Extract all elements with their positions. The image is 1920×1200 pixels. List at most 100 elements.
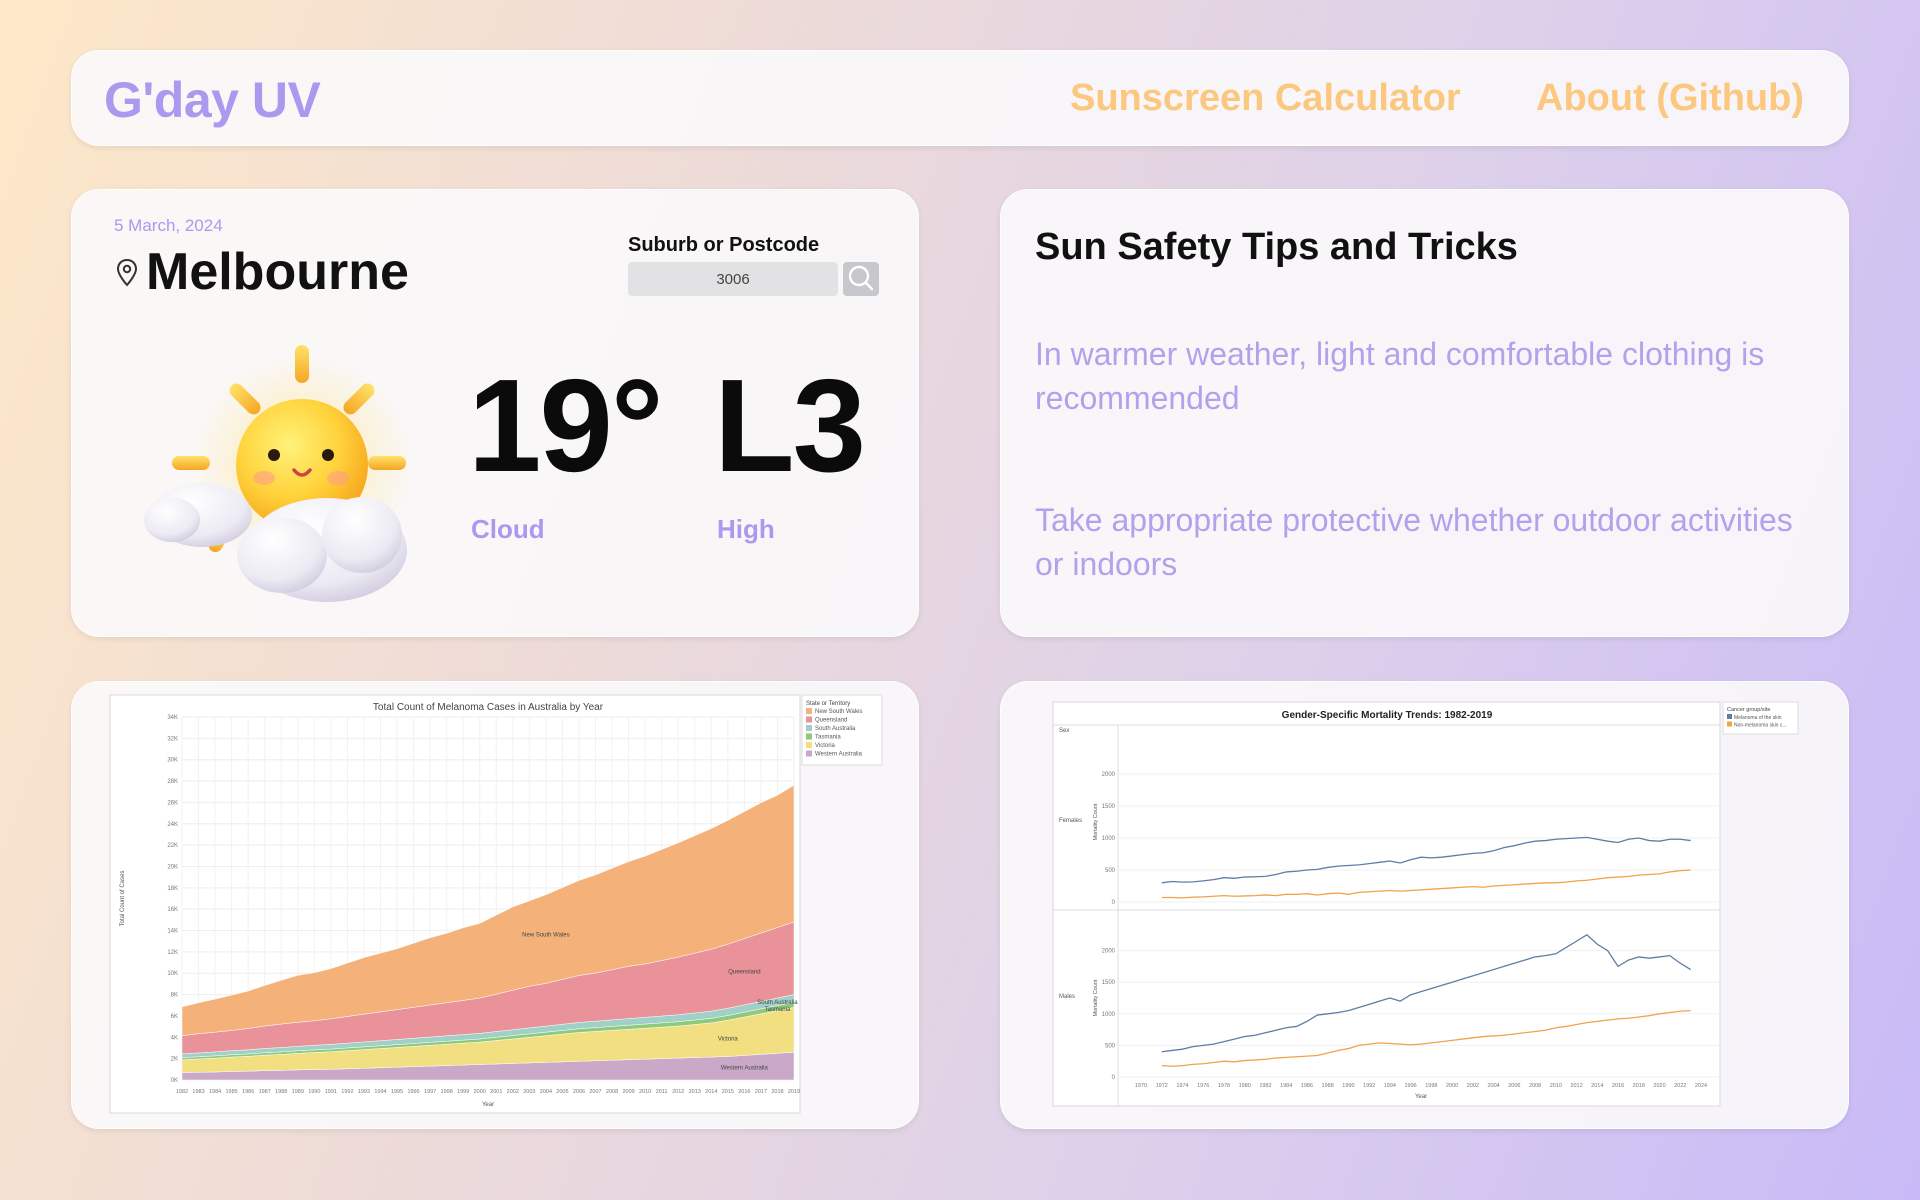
y-tick-label: 30K bbox=[167, 758, 178, 764]
line-females-non-melanoma bbox=[1161, 869, 1691, 899]
x-tick-label: 1994 bbox=[1384, 1083, 1396, 1089]
postcode-search-input[interactable] bbox=[628, 262, 838, 296]
x-tick-label: 2012 bbox=[672, 1089, 684, 1095]
x-tick-label: 2009 bbox=[622, 1089, 634, 1095]
x-tick-label: 1978 bbox=[1218, 1083, 1230, 1089]
tip-item: In warmer weather, light and comfortable… bbox=[1035, 336, 1765, 416]
legend-swatch bbox=[806, 742, 812, 748]
city-name: Melbourne bbox=[146, 243, 409, 301]
legend-swatch bbox=[806, 733, 812, 740]
weather-condition: Cloud bbox=[471, 514, 545, 544]
x-tick-label: 2024 bbox=[1695, 1083, 1707, 1089]
x-tick-label: 2014 bbox=[1591, 1083, 1603, 1089]
x-tick-label: 1976 bbox=[1197, 1083, 1209, 1089]
x-tick-label: 2010 bbox=[1550, 1083, 1562, 1089]
x-tick-label: 2018 bbox=[1633, 1083, 1645, 1089]
legend-swatch bbox=[806, 750, 812, 757]
y-tick-label: 24K bbox=[167, 822, 178, 828]
x-tick-label: 2002 bbox=[1467, 1083, 1479, 1089]
sun-safety-tips-card: Sun Safety Tips and Tricks In warmer wea… bbox=[1000, 189, 1849, 637]
x-tick-label: 2010 bbox=[639, 1089, 651, 1095]
y-tick-label: 10K bbox=[167, 971, 178, 977]
y-tick-label: 32K bbox=[167, 736, 178, 742]
legend-entry: Western Australia bbox=[815, 752, 863, 758]
y-tick-label: 1000 bbox=[1102, 1012, 1116, 1018]
x-tick-label: 1972 bbox=[1156, 1083, 1168, 1089]
current-date: 5 March, 2024 bbox=[114, 216, 223, 235]
mortality-trends-chart-card: Gender-Specific Mortality Trends: 1982-2… bbox=[1000, 681, 1849, 1129]
y-tick-label: 500 bbox=[1105, 868, 1116, 874]
x-tick-label: 2002 bbox=[507, 1089, 519, 1095]
panel-label: Males bbox=[1059, 994, 1075, 1000]
x-tick-label: 2008 bbox=[1529, 1083, 1541, 1089]
y-tick-label: 26K bbox=[167, 800, 178, 806]
x-tick-label: 1982 bbox=[1259, 1083, 1271, 1089]
x-tick-label: 2018 bbox=[771, 1089, 783, 1095]
legend-entry: Melanoma of the skin bbox=[1734, 715, 1782, 721]
line-males-non-melanoma bbox=[1161, 1009, 1691, 1067]
legend-box bbox=[801, 694, 883, 766]
x-tick-label: 1970 bbox=[1135, 1083, 1147, 1089]
x-tick-label: 2017 bbox=[755, 1089, 767, 1095]
y-axis-label: Mortality Count bbox=[1093, 803, 1099, 840]
legend-title: State or Territory bbox=[806, 701, 850, 707]
y-axis-label: Mortality Count bbox=[1093, 979, 1099, 1016]
x-tick-label: 1991 bbox=[325, 1089, 337, 1095]
legend-entry: Non-melanoma skin c... bbox=[1734, 723, 1787, 729]
legend-box bbox=[1722, 701, 1799, 735]
x-tick-label: 1983 bbox=[192, 1089, 204, 1095]
x-tick-label: 1980 bbox=[1239, 1083, 1251, 1089]
uv-description: High bbox=[717, 514, 775, 544]
x-tick-label: 1998 bbox=[441, 1089, 453, 1095]
x-tick-label: 2001 bbox=[490, 1089, 502, 1095]
series-annotation: New South Wales bbox=[522, 933, 569, 939]
x-tick-label: 1984 bbox=[1280, 1083, 1292, 1089]
y-tick-label: 1500 bbox=[1102, 804, 1116, 810]
nav-about-github[interactable]: About (Github) bbox=[1536, 77, 1805, 119]
y-tick-label: 8K bbox=[171, 993, 178, 999]
x-tick-label: 1996 bbox=[1405, 1083, 1417, 1089]
x-tick-label: 1982 bbox=[176, 1089, 188, 1095]
weather-card: 5 March, 2024 Melbourne Suburb or Postco… bbox=[71, 189, 919, 637]
temperature-value: 19° bbox=[468, 352, 664, 499]
x-tick-label: 1995 bbox=[391, 1089, 403, 1095]
y-tick-label: 16K bbox=[167, 907, 178, 913]
search-label: Suburb or Postcode bbox=[628, 234, 820, 256]
x-tick-label: 1987 bbox=[259, 1089, 271, 1095]
x-tick-label: 1990 bbox=[1342, 1083, 1354, 1089]
x-tick-label: 2016 bbox=[1612, 1083, 1624, 1089]
y-tick-label: 4K bbox=[171, 1035, 178, 1041]
x-tick-label: 2015 bbox=[722, 1089, 734, 1095]
legend-swatch bbox=[806, 708, 812, 714]
x-tick-label: 2019 bbox=[788, 1089, 800, 1095]
x-tick-label: 1994 bbox=[374, 1089, 386, 1095]
legend-swatch bbox=[1727, 721, 1732, 727]
x-tick-label: 2000 bbox=[1446, 1083, 1458, 1089]
melanoma-cases-chart-card: Total Count of Melanoma Cases in Austral… bbox=[71, 681, 919, 1129]
melanoma-cases-area-chart: Total Count of Melanoma Cases in Austral… bbox=[109, 694, 883, 1114]
x-tick-label: 2003 bbox=[523, 1089, 535, 1095]
top-nav-bar: G'day UV Sunscreen Calculator About (Git… bbox=[71, 50, 1849, 146]
x-tick-label: 2012 bbox=[1570, 1083, 1582, 1089]
brand-logo[interactable]: G'day UV bbox=[104, 72, 321, 128]
x-tick-label: 2004 bbox=[540, 1089, 552, 1095]
legend-entry: Victoria bbox=[815, 743, 836, 749]
x-tick-label: 2006 bbox=[573, 1089, 585, 1095]
chart-title: Total Count of Melanoma Cases in Austral… bbox=[373, 702, 604, 713]
legend-entry: South Australia bbox=[815, 726, 856, 732]
x-tick-label: 1988 bbox=[1322, 1083, 1334, 1089]
x-tick-label: 1984 bbox=[209, 1089, 221, 1095]
nav-sunscreen-calculator[interactable]: Sunscreen Calculator bbox=[1070, 77, 1461, 119]
x-tick-label: 2004 bbox=[1487, 1083, 1499, 1089]
x-tick-label: 1986 bbox=[242, 1089, 254, 1095]
y-tick-label: 12K bbox=[167, 950, 178, 956]
line-females-melanoma bbox=[1161, 836, 1691, 884]
x-axis-label: Year bbox=[1415, 1094, 1427, 1100]
search-button[interactable] bbox=[843, 262, 879, 296]
series-annotation: Queensland bbox=[728, 970, 760, 976]
x-tick-label: 1993 bbox=[358, 1089, 370, 1095]
x-tick-label: 1999 bbox=[457, 1089, 469, 1095]
x-tick-label: 2007 bbox=[589, 1089, 601, 1095]
x-tick-label: 1997 bbox=[424, 1089, 436, 1095]
y-tick-label: 2K bbox=[171, 1057, 178, 1063]
